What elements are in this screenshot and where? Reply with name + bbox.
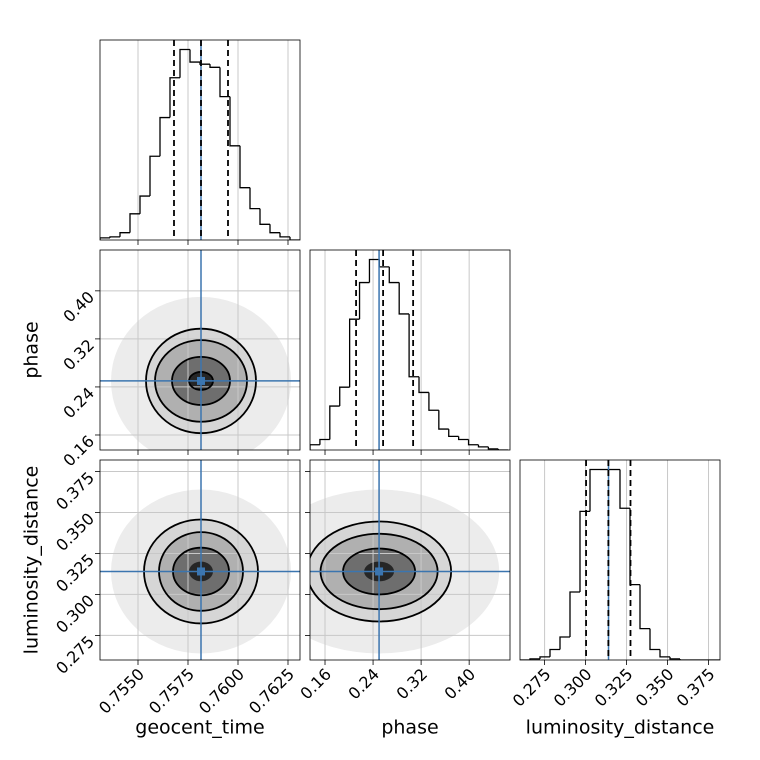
histogram-bin [549, 648, 560, 657]
histogram-bin [428, 392, 439, 411]
histogram-bin [579, 510, 590, 592]
histogram-bin [589, 468, 600, 512]
panel [520, 460, 720, 660]
x-tick-label: 0.40 [441, 665, 480, 704]
histogram-bin [249, 187, 260, 210]
histogram-bin [408, 313, 420, 378]
panel [310, 460, 510, 660]
panel [100, 250, 300, 450]
y-axis-label: phase [21, 321, 43, 378]
x-tick-label: 0.7600 [195, 665, 248, 718]
histogram-bin [659, 649, 670, 658]
x-tick-label: 0.275 [509, 665, 555, 711]
histogram-bin [259, 208, 270, 225]
panel [310, 250, 509, 450]
y-tick-label: 0.24 [59, 384, 98, 423]
histogram-bin [189, 49, 200, 63]
x-tick-label: 0.325 [591, 665, 637, 711]
histogram-bin [100, 237, 110, 240]
histogram-bin [169, 77, 180, 118]
y-tick-label: 0.375 [52, 468, 98, 514]
y-tick-label: 0.275 [52, 632, 98, 678]
histogram-bin [358, 281, 370, 320]
histogram-bin [289, 236, 300, 240]
x-tick-label: 0.300 [550, 665, 596, 711]
panel-frame [99, 249, 301, 451]
y-tick-label: 0.300 [52, 591, 98, 637]
histogram-bin [448, 429, 459, 438]
histogram-bin [209, 64, 220, 68]
histogram-bin [467, 439, 479, 446]
x-tick-label: 0.16 [296, 665, 335, 704]
histogram-bin [339, 386, 350, 407]
histogram-bin [418, 376, 429, 394]
histogram-bin [629, 508, 640, 586]
panel [100, 40, 300, 240]
truth-point [197, 376, 205, 385]
panel-frame [309, 459, 511, 661]
histogram-bin [348, 318, 360, 388]
panel [100, 460, 300, 660]
histogram-bin [619, 469, 630, 509]
x-tick-label: 0.7625 [245, 665, 298, 718]
histogram-bin [279, 232, 290, 238]
histogram-bin [269, 224, 280, 234]
histogram-bin [229, 96, 240, 147]
panel-frame [99, 39, 301, 241]
y-tick-label: 0.325 [52, 550, 98, 596]
histogram-bin [487, 446, 499, 450]
histogram-bin [329, 405, 340, 440]
panel-frame [99, 459, 301, 661]
panel-frame [309, 249, 511, 451]
histogram-bin [179, 48, 190, 78]
x-axis-label: phase [381, 717, 438, 739]
histogram-bin [319, 438, 330, 445]
histogram-bin [368, 258, 380, 283]
histogram-bin [310, 444, 320, 450]
truth-point [375, 567, 384, 576]
histogram-bin [639, 584, 650, 630]
histogram-bin [239, 145, 250, 189]
histogram-bin [497, 448, 509, 450]
histogram-bin [149, 155, 160, 197]
y-tick-label: 0.32 [59, 335, 98, 374]
histogram-bin [378, 259, 390, 268]
x-tick-label: 0.375 [673, 665, 719, 711]
histogram-bin [457, 436, 469, 441]
truth-point [197, 567, 205, 576]
histogram-bin [539, 656, 550, 659]
x-tick-label: 0.24 [344, 665, 383, 704]
y-tick-label: 0.40 [59, 287, 98, 326]
y-tick-label: 0.16 [59, 432, 98, 471]
x-tick-label: 0.350 [632, 665, 678, 711]
x-tick-label: 0.7575 [145, 665, 198, 718]
histogram-bin [398, 282, 410, 315]
histogram-bin [109, 236, 120, 238]
histogram-bin [159, 116, 170, 157]
histogram-bin [669, 656, 680, 660]
y-tick-label: 0.350 [52, 509, 98, 555]
histogram-bin [569, 591, 580, 637]
histogram-bin [139, 195, 150, 214]
histogram-bin [129, 213, 140, 233]
histogram-bin [559, 636, 570, 650]
histogram-bin [438, 410, 449, 430]
histogram-bin [219, 67, 230, 98]
x-axis-label: geocent_time [135, 717, 264, 739]
panel-frame [519, 459, 721, 661]
histogram-bin [199, 62, 210, 65]
histogram-bin [388, 266, 400, 284]
histogram-bin [649, 628, 660, 651]
x-tick-label: 0.7550 [95, 665, 148, 718]
histogram-bin [119, 232, 130, 237]
x-tick-label: 0.32 [392, 665, 431, 704]
histogram-bin [477, 444, 489, 448]
x-axis-label: luminosity_distance [526, 717, 715, 739]
histogram-bin [679, 658, 690, 660]
y-axis-label: luminosity_distance [21, 466, 43, 655]
